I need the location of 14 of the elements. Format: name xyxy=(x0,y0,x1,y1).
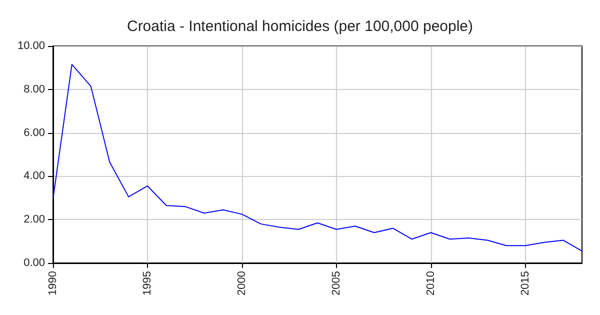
line-series xyxy=(52,64,582,252)
y-tick-label: 4.00 xyxy=(24,170,45,182)
y-tick-label: 8.00 xyxy=(24,83,45,96)
y-tick-label: 10.00 xyxy=(17,40,45,52)
x-tick-label: 1995 xyxy=(141,271,154,296)
y-tick-label: 2.00 xyxy=(24,214,45,226)
chart-title: Croatia - Intentional homicides (per 100,000 people) xyxy=(126,18,474,35)
x-tick-label: 2005 xyxy=(330,271,342,296)
x-tick-label: 2010 xyxy=(424,271,437,296)
y-tick-label: 0.00 xyxy=(24,257,45,269)
x-tick-label: 2015 xyxy=(519,271,532,296)
y-tick-label: 6.00 xyxy=(24,126,45,139)
x-tick-label: 1990 xyxy=(47,271,59,296)
x-tick-label: 2000 xyxy=(236,271,248,296)
